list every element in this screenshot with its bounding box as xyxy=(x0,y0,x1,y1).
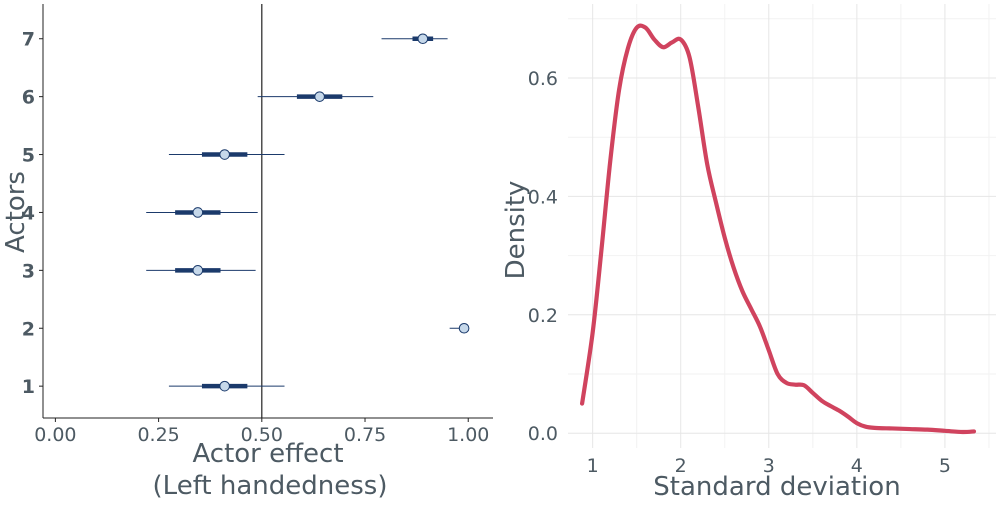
density-x-tick-label: 3 xyxy=(763,455,775,477)
forest-x-tick-label: 0.50 xyxy=(241,424,283,446)
forest-plot-panel: 0.00 0.25 0.50 0.75 1.00 1 2 3 4 5 6 7 Actor effec… xyxy=(1,4,493,501)
forest-y-tick-label: 5 xyxy=(22,145,35,167)
median-point-actor-1 xyxy=(219,380,230,392)
density-x-tick-label: 2 xyxy=(675,455,687,477)
density-gridlines xyxy=(568,4,996,448)
forest-y-tick-label: 7 xyxy=(22,29,35,51)
forest-x-tick-label: 0.00 xyxy=(34,424,76,446)
median-point-actor-2 xyxy=(458,322,470,334)
forest-y-tick-label: 6 xyxy=(22,87,35,109)
density-y-tick-label: 0.0 xyxy=(528,423,558,445)
forest-y-tick-label: 4 xyxy=(22,202,35,224)
forest-y-tick-label: 3 xyxy=(22,260,35,282)
density-x-tick-label: 1 xyxy=(587,455,599,477)
median-point-actor-6 xyxy=(314,91,325,102)
density-y-ticks: 0.0 0.2 0.4 0.6 xyxy=(528,68,558,445)
density-series-line xyxy=(579,23,977,435)
forest-x-ticks: 0.00 0.25 0.50 0.75 1.00 xyxy=(34,418,489,446)
forest-y-tick-label: 2 xyxy=(22,318,35,340)
density-y-tick-label: 0.4 xyxy=(528,186,558,208)
density-x-ticks: 1 2 3 4 5 xyxy=(587,455,951,477)
density-line-group xyxy=(579,23,977,435)
forest-x-axis-title-line2: (Left handedness) xyxy=(153,471,388,500)
density-y-tick-label: 0.2 xyxy=(528,305,558,327)
density-y-tick-label: 0.6 xyxy=(528,68,558,90)
density-x-axis-title: Standard deviation xyxy=(653,472,900,500)
median-point-actor-7 xyxy=(417,33,429,45)
density-y-axis-title: Density xyxy=(501,181,531,280)
density-plot-panel: 1 2 3 4 5 0.0 0.2 0.4 0.6 Standard deviation De… xyxy=(501,4,996,502)
forest-y-axis-title: Actors xyxy=(1,171,31,253)
median-point-actor-5 xyxy=(219,149,230,160)
density-x-tick-label: 5 xyxy=(939,455,951,477)
forest-y-tick-label: 1 xyxy=(22,376,35,398)
forest-marks xyxy=(146,33,470,392)
forest-x-tick-label: 1.00 xyxy=(447,424,489,446)
forest-x-tick-label: 0.25 xyxy=(137,424,179,446)
forest-x-tick-label: 0.75 xyxy=(344,424,386,446)
forest-x-axis-title-line1: Actor effect xyxy=(192,439,343,469)
median-point-actor-4 xyxy=(192,207,204,218)
density-x-tick-label: 4 xyxy=(851,455,863,477)
forest-axes xyxy=(42,4,493,419)
forest-y-ticks: 1 2 3 4 5 6 7 xyxy=(22,29,43,398)
median-point-actor-3 xyxy=(192,265,204,276)
